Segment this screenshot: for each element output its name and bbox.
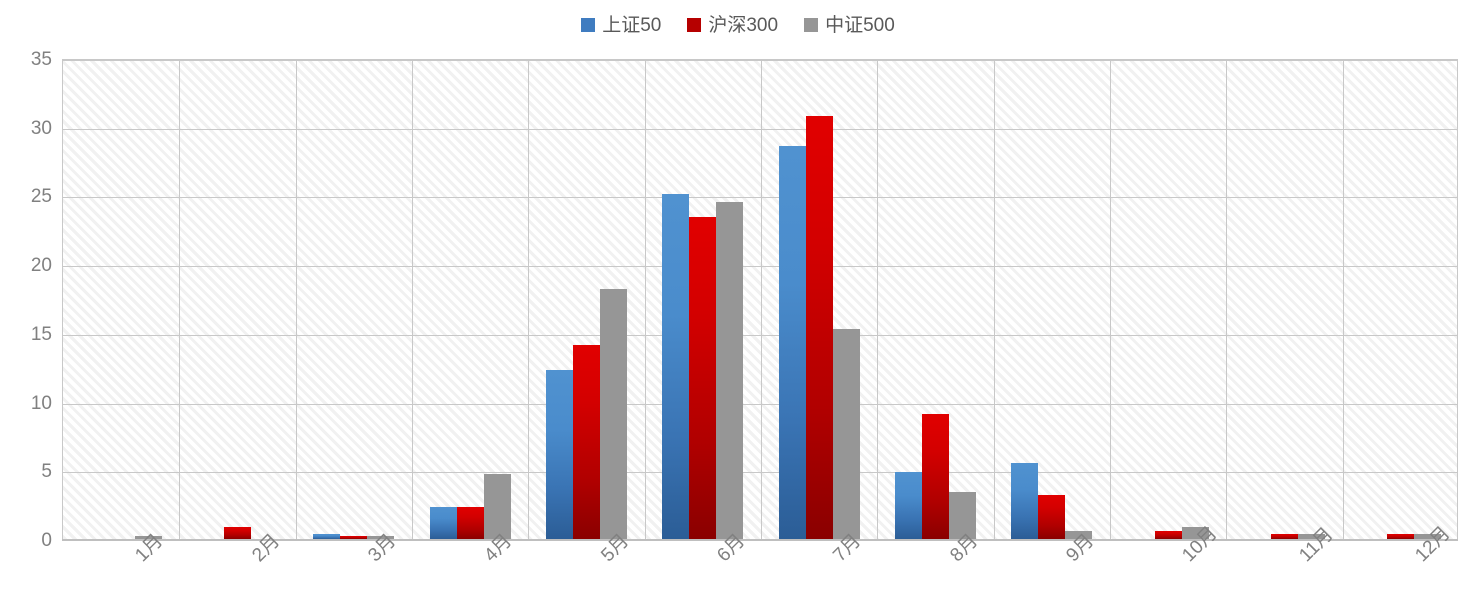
chart-legend: 上证50 沪深300 中证500 (0, 10, 1476, 40)
gridline-horizontal (63, 60, 1457, 61)
x-axis-line (62, 539, 1458, 541)
x-axis-tick-label: 7月 (829, 530, 866, 567)
plot-area (62, 59, 1458, 540)
gridline-vertical (179, 60, 180, 539)
bar-group (877, 60, 993, 539)
bar[interactable] (948, 492, 976, 539)
bar[interactable] (429, 506, 457, 539)
bar[interactable] (599, 288, 627, 539)
gridline-vertical (412, 60, 413, 539)
bar[interactable] (1011, 463, 1039, 539)
bar-group (645, 60, 761, 539)
legend-item-hushen300[interactable]: 沪深300 (687, 16, 778, 35)
y-axis-tick-label: 35 (30, 49, 52, 70)
bar[interactable] (716, 202, 744, 539)
bar[interactable] (313, 533, 341, 539)
y-axis-tick-label: 5 (41, 461, 52, 483)
legend-label: 上证50 (602, 14, 662, 36)
bar[interactable] (545, 369, 573, 539)
gridline-horizontal (63, 197, 1457, 199)
bar[interactable] (805, 115, 833, 539)
y-axis-tick-label: 10 (30, 392, 52, 414)
bar-group (63, 60, 179, 539)
bar[interactable] (483, 474, 511, 539)
legend-item-zhongzheng500[interactable]: 中证500 (804, 16, 895, 35)
bar[interactable] (367, 536, 395, 539)
gridline-horizontal (63, 266, 1457, 268)
x-axis-tick-label: 4月 (480, 530, 517, 567)
gridline-vertical (1226, 60, 1227, 539)
gridline-horizontal (63, 128, 1457, 130)
bar[interactable] (894, 471, 922, 539)
y-axis-tick-label: 0 (41, 530, 52, 551)
bar[interactable] (832, 328, 860, 539)
bar[interactable] (1065, 530, 1093, 539)
bar[interactable] (1414, 533, 1442, 539)
legend-swatch-icon (581, 18, 596, 32)
x-axis-tick-label: 3月 (364, 530, 400, 567)
gridline-vertical (994, 60, 995, 539)
legend-swatch-icon (804, 18, 819, 32)
legend-label: 中证500 (825, 14, 895, 36)
bar[interactable] (689, 217, 717, 539)
gridline-horizontal (63, 472, 1457, 474)
gridline-vertical (528, 60, 529, 539)
bar-group (412, 60, 528, 539)
bar[interactable] (134, 536, 162, 539)
y-axis-tick-label: 20 (30, 255, 52, 277)
bar[interactable] (778, 145, 806, 539)
bar[interactable] (223, 526, 251, 539)
y-axis-tick-label: 25 (30, 186, 52, 208)
bar-group (1226, 60, 1342, 539)
bar[interactable] (1387, 534, 1415, 539)
bar-group (1110, 60, 1226, 539)
x-axis-tick-label: 10月 (1178, 522, 1222, 567)
y-axis-tick-label: 30 (30, 117, 52, 139)
bar[interactable] (1270, 534, 1298, 539)
bar-group (1343, 60, 1457, 539)
gridline-horizontal (63, 403, 1457, 405)
x-axis-tick-label: 1月 (131, 530, 168, 567)
legend-swatch-icon (687, 18, 702, 32)
gridline-vertical (1110, 60, 1111, 539)
x-axis-tick-label: 11月 (1294, 523, 1338, 567)
bar[interactable] (921, 413, 949, 539)
bar[interactable] (662, 194, 690, 539)
bar[interactable] (1154, 531, 1182, 539)
bar-group (994, 60, 1110, 539)
bar[interactable] (572, 345, 600, 539)
x-axis-tick-label: 6月 (713, 530, 749, 567)
bar[interactable] (340, 535, 368, 539)
x-axis-tick-label: 5月 (596, 530, 633, 567)
gridline-vertical (761, 60, 762, 539)
bar-group (761, 60, 877, 539)
y-axis-tick-label: 15 (30, 323, 52, 345)
gridline-vertical (877, 60, 878, 539)
x-axis-tick-label: 12月 (1411, 522, 1455, 567)
bar-group (528, 60, 644, 539)
legend-label: 沪深300 (708, 14, 779, 36)
gridline-vertical (1343, 60, 1344, 539)
bar[interactable] (456, 506, 484, 539)
gridline-horizontal (63, 334, 1457, 336)
legend-item-shangzheng50[interactable]: 上证50 (581, 16, 661, 35)
gridline-vertical (645, 60, 646, 539)
gridline-vertical (296, 60, 297, 539)
x-axis-tick-label: 8月 (945, 530, 982, 567)
bar[interactable] (1297, 533, 1325, 539)
bar-group (296, 60, 412, 539)
x-axis-tick-label: 2月 (247, 530, 284, 567)
bar-group (179, 60, 295, 539)
bar[interactable] (1038, 495, 1066, 539)
x-axis-tick-label: 9月 (1062, 530, 1098, 567)
bar[interactable] (1181, 527, 1209, 539)
